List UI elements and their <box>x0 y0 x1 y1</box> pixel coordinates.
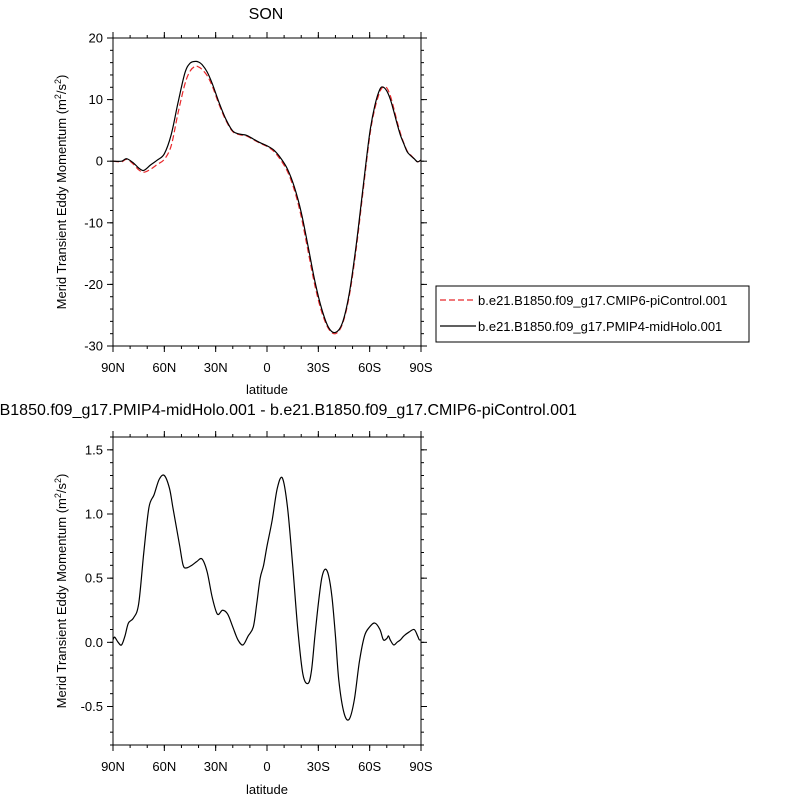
top-y-tick-label: -10 <box>84 215 103 230</box>
legend-box <box>435 285 750 343</box>
top-x-tick-label: 60S <box>358 360 381 375</box>
bottom-series-difference-line <box>112 474 422 721</box>
bottom-x-tick-label: 90S <box>409 759 432 774</box>
top-series-picontrol-line <box>112 65 422 335</box>
top-x-tick-label: 30S <box>307 360 330 375</box>
bottom-chart-x-tick-labels: 90N 60N 30N 0 30S 60S 90S <box>101 759 433 774</box>
bottom-x-tick-label: 0 <box>263 759 270 774</box>
top-chart-frame <box>112 37 422 347</box>
legend-label-midholo: b.e21.B1850.f09_g17.PMIP4-midHolo.001 <box>478 319 722 334</box>
bottom-chart-title: b.e21.B1850.f09_g17.PMIP4-midHolo.001 - … <box>0 402 577 419</box>
bottom-chart-y-axis-label: Merid Transient Eddy Momentum (m2/s2) <box>53 474 69 709</box>
top-chart-legend: b.e21.B1850.f09_g17.CMIP6-piControl.001 … <box>435 285 750 343</box>
bottom-chart: b.e21.B1850.f09_g17.PMIP4-midHolo.001 - … <box>0 402 577 797</box>
bottom-chart-x-axis-label: latitude <box>246 782 288 797</box>
top-chart-y-tick-labels: 20 10 0 -10 -20 -30 <box>84 31 103 354</box>
top-chart-x-axis-label: latitude <box>246 382 288 397</box>
top-y-tick-label: 10 <box>89 92 103 107</box>
top-y-tick-label: -20 <box>84 277 103 292</box>
bottom-chart-y-tick-labels: 1.5 1.0 0.5 0.0 -0.5 <box>81 442 103 714</box>
bottom-x-tick-label: 60N <box>152 759 176 774</box>
bottom-x-tick-label: 60S <box>358 759 381 774</box>
top-y-tick-label: -30 <box>84 339 103 354</box>
legend-label-picontrol: b.e21.B1850.f09_g17.CMIP6-piControl.001 <box>478 293 727 308</box>
top-series-midholo-line <box>112 60 422 334</box>
bottom-x-tick-label: 90N <box>101 759 125 774</box>
top-chart-title: SON <box>249 6 284 23</box>
bottom-y-tick-label: -0.5 <box>81 699 103 714</box>
top-x-tick-label: 90N <box>101 360 125 375</box>
top-x-tick-label: 30N <box>204 360 228 375</box>
top-x-tick-label: 0 <box>263 360 270 375</box>
top-y-tick-label: 0 <box>96 154 103 169</box>
top-chart-x-tick-labels: 90N 60N 30N 0 30S 60S 90S <box>101 360 433 375</box>
top-y-tick-label: 20 <box>89 31 103 46</box>
bottom-y-tick-label: 0.0 <box>85 635 103 650</box>
top-chart-y-axis-label: Merid Transient Eddy Momentum (m2/s2) <box>53 75 69 310</box>
bottom-y-tick-label: 1.5 <box>85 442 103 457</box>
bottom-x-tick-label: 30S <box>307 759 330 774</box>
top-chart: SON 20 10 0 -10 -20 -30 90N 60N 30N 0 30S 60S 90S l… <box>53 6 750 397</box>
top-x-tick-label: 60N <box>152 360 176 375</box>
bottom-chart-frame <box>112 436 422 746</box>
bottom-y-tick-label: 1.0 <box>85 507 103 522</box>
bottom-y-tick-label: 0.5 <box>85 571 103 586</box>
top-x-tick-label: 90S <box>409 360 432 375</box>
bottom-x-tick-label: 30N <box>204 759 228 774</box>
